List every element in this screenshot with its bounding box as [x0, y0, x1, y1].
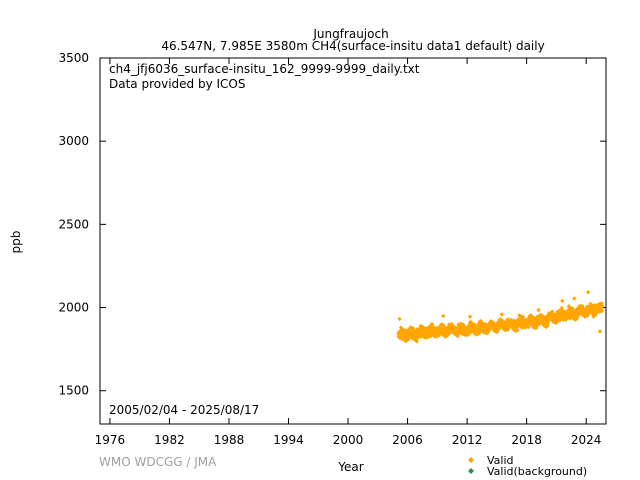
- data-point: [597, 329, 603, 334]
- data-point: [530, 315, 535, 320]
- data-point: [515, 328, 520, 333]
- date-range: 2005/02/04 - 2025/08/17: [109, 403, 259, 417]
- chart-title: Jungfraujoch: [312, 27, 388, 41]
- legend-label-valid: Valid: [487, 454, 514, 467]
- data-point: [545, 323, 550, 328]
- data-point: [544, 324, 549, 330]
- data-point: [599, 303, 605, 308]
- x-axis-label: Year: [337, 460, 363, 474]
- y-tick-label: 1500: [58, 384, 89, 398]
- data-point: [536, 307, 541, 313]
- y-tick-label: 2500: [58, 217, 89, 231]
- data-point: [572, 296, 577, 301]
- data-point: [429, 321, 435, 327]
- data-point: [560, 298, 565, 304]
- data-point: [516, 324, 521, 329]
- chart-subtitle: 46.547N, 7.985E 3580m CH4(surface-insitu…: [161, 39, 544, 53]
- x-tick-label: 2024: [571, 433, 602, 447]
- data-point: [585, 290, 591, 295]
- legend-label-background: Valid(background): [487, 465, 587, 478]
- y-tick-label: 2000: [58, 301, 89, 315]
- x-axis: 1976 1982 1988 1994 2000 2006 2012 2018 2024: [95, 58, 602, 447]
- data-points: [396, 290, 605, 344]
- data-point: [550, 309, 555, 314]
- y-tick-label: 3500: [58, 51, 89, 65]
- x-tick-label: 1988: [214, 433, 245, 447]
- x-tick-label: 1982: [154, 433, 185, 447]
- x-tick-label: 2000: [333, 433, 364, 447]
- data-point: [499, 312, 504, 317]
- x-tick-label: 2012: [452, 433, 483, 447]
- data-point: [591, 303, 596, 309]
- data-point: [555, 319, 560, 324]
- data-point: [441, 313, 446, 319]
- data-point: [397, 316, 402, 322]
- x-tick-label: 1976: [95, 433, 126, 447]
- x-tick-label: 2006: [392, 433, 423, 447]
- credit-text: WMO WDCGG / JMA: [99, 455, 217, 469]
- file-label: ch4_jfj6036_surface-insitu_162_9999-9999…: [109, 62, 420, 76]
- legend-marker-valid: [468, 457, 474, 463]
- data-point: [593, 302, 598, 308]
- plot-frame: [99, 57, 607, 425]
- legend: Valid Valid(background): [468, 454, 587, 478]
- data-point: [599, 308, 605, 314]
- data-provider: Data provided by ICOS: [109, 77, 245, 91]
- legend-marker-background: [468, 468, 474, 474]
- data-point: [467, 314, 473, 319]
- x-tick-label: 2018: [511, 433, 542, 447]
- data-point: [517, 313, 522, 318]
- data-point: [559, 305, 564, 311]
- data-point: [562, 309, 567, 314]
- data-point: [520, 315, 526, 320]
- y-axis: 1500 2000 2500 3000 3500: [58, 51, 606, 398]
- y-tick-label: 3000: [58, 134, 89, 148]
- data-point: [575, 314, 580, 320]
- x-tick-label: 1994: [273, 433, 304, 447]
- y-axis-label: ppb: [9, 231, 23, 254]
- data-point: [597, 309, 602, 314]
